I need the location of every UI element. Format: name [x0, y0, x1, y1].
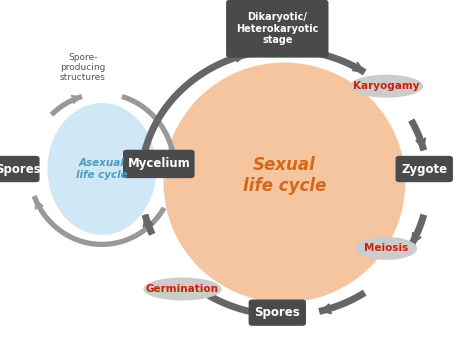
Ellipse shape	[143, 277, 222, 300]
Text: Sexual
life cycle: Sexual life cycle	[243, 156, 326, 195]
FancyBboxPatch shape	[226, 0, 328, 58]
Ellipse shape	[349, 75, 423, 98]
Text: Meiosis: Meiosis	[364, 243, 409, 254]
FancyBboxPatch shape	[0, 156, 39, 182]
Text: Germination: Germination	[146, 284, 219, 294]
Text: Karyogamy: Karyogamy	[353, 81, 419, 91]
Text: Zygote: Zygote	[401, 163, 447, 175]
Ellipse shape	[356, 237, 417, 260]
Text: Spores: Spores	[0, 163, 41, 175]
FancyBboxPatch shape	[395, 156, 453, 182]
Text: Asexual
life cycle: Asexual life cycle	[76, 158, 128, 180]
Ellipse shape	[47, 103, 156, 235]
Text: Mycelium: Mycelium	[128, 158, 190, 170]
FancyBboxPatch shape	[248, 299, 306, 326]
Ellipse shape	[164, 63, 405, 303]
Text: Dikaryotic/
Heterokaryotic
stage: Dikaryotic/ Heterokaryotic stage	[236, 12, 319, 45]
FancyBboxPatch shape	[123, 150, 195, 178]
Text: Spores: Spores	[255, 306, 300, 319]
Text: Spore-
producing
structures: Spore- producing structures	[60, 53, 106, 82]
